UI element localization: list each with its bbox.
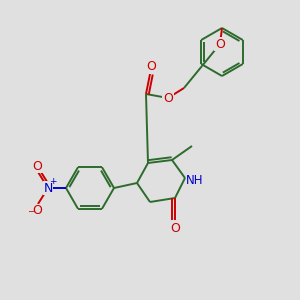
Text: NH: NH: [186, 173, 204, 187]
Text: O: O: [146, 61, 156, 74]
Text: O: O: [163, 92, 173, 104]
Text: +: +: [49, 178, 57, 187]
Text: O: O: [32, 205, 42, 218]
Text: N: N: [43, 182, 53, 194]
Text: O: O: [32, 160, 42, 172]
Text: O: O: [215, 38, 225, 50]
Text: −: −: [27, 206, 35, 215]
Text: O: O: [170, 221, 180, 235]
